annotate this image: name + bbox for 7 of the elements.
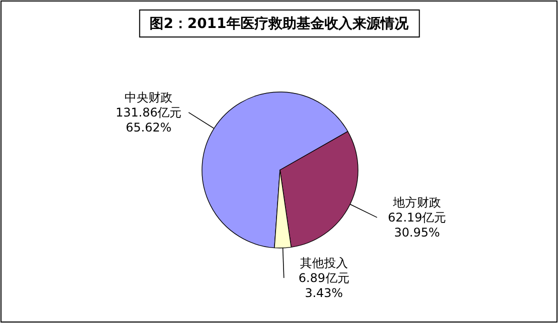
data-label: 131.86亿元 65.62% (116, 105, 182, 134)
slice-label: 其他投入 (300, 256, 348, 270)
data-label: 6.89亿元 3.43% (298, 270, 350, 300)
slice-label: 地方财政 (392, 195, 442, 210)
data-label: 62.19亿元 30.95% (388, 210, 446, 240)
slice-label: 中央财政 (124, 90, 173, 104)
chart-title: 图2：2011年医疗救助基金收入来源情况 (150, 15, 410, 32)
